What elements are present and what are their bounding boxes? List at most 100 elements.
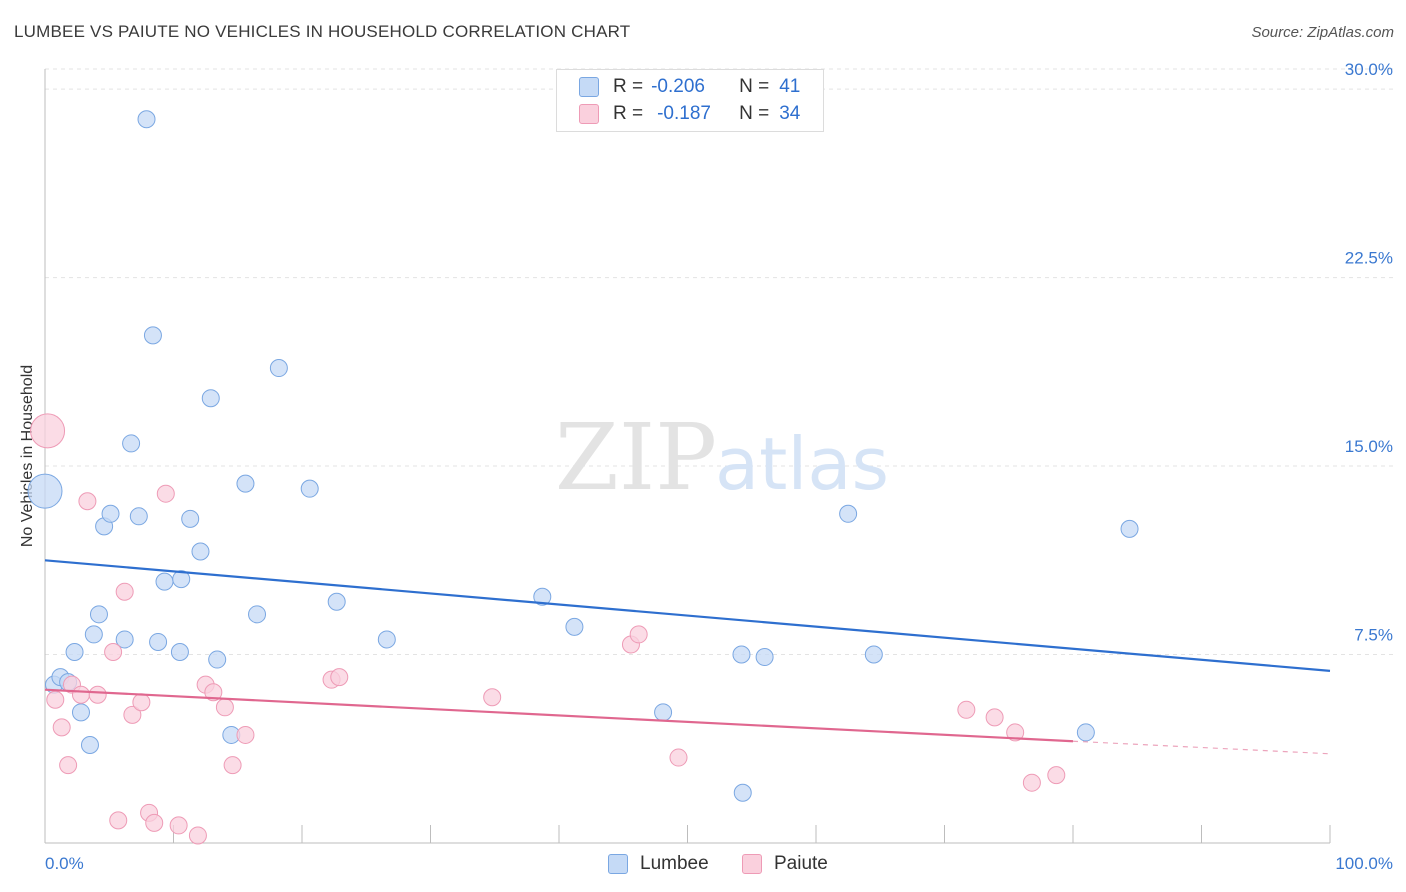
lumbee-point: [236, 474, 255, 493]
lumbee-point: [201, 389, 220, 408]
lumbee-point: [65, 643, 84, 662]
lumbee-point: [300, 479, 319, 498]
lumbee-point: [137, 110, 156, 129]
lumbee-point: [129, 507, 148, 526]
lumbee-point: [181, 509, 200, 528]
lumbee-point: [208, 650, 227, 669]
chart-title: LUMBEE VS PAIUTE NO VEHICLES IN HOUSEHOL…: [14, 22, 631, 41]
paiute-point: [46, 690, 65, 709]
paiute-point: [669, 748, 688, 767]
paiute-point: [215, 698, 234, 717]
lumbee-swatch: [579, 77, 599, 97]
paiute-point: [30, 413, 66, 449]
paiute-point: [330, 668, 349, 687]
trend-layer: [44, 559, 1331, 755]
paiute-point: [115, 582, 134, 601]
legend-row-lumbee: R = -0.206 N = 41: [579, 75, 800, 99]
paiute-point: [104, 643, 123, 662]
lumbee-point: [755, 648, 774, 667]
lumbee-legend-swatch: [608, 854, 628, 874]
source-label: Source: ZipAtlas.com: [1251, 24, 1394, 41]
paiute-point: [88, 685, 107, 704]
watermark-atlas: atlas: [715, 422, 889, 506]
paiute-point: [188, 826, 207, 845]
lumbee-n-value: 41: [779, 76, 801, 97]
y-tick-label: 15.0%: [1345, 437, 1393, 456]
bottom-legend-lumbee: Lumbee: [608, 852, 709, 876]
y-tick-label: 30.0%: [1345, 60, 1393, 79]
paiute-point: [1047, 766, 1066, 785]
axis-layer: [44, 69, 1331, 844]
lumbee-point: [327, 592, 346, 611]
n-label: N =: [739, 76, 770, 97]
lumbee-point: [565, 617, 584, 636]
lumbee-point: [84, 625, 103, 644]
stats-legend: R = -0.206 N = 41 R = -0.187 N = 34: [556, 69, 824, 132]
paiute-point: [957, 700, 976, 719]
lumbee-point: [115, 630, 134, 649]
lumbee-point: [80, 735, 99, 754]
lumbee-point: [27, 473, 63, 509]
lumbee-point: [89, 605, 108, 624]
paiute-point: [169, 816, 188, 835]
paiute-point: [71, 685, 90, 704]
watermark: ZIP atlas: [555, 404, 889, 511]
lumbee-trend-line: [44, 559, 1331, 672]
paiute-point: [629, 625, 648, 644]
legend-row-paiute: R = -0.187 N = 34: [579, 102, 800, 126]
lumbee-r-value: -0.206: [651, 76, 705, 97]
bottom-legend-paiute: Paiute: [742, 852, 828, 876]
lumbee-point: [155, 572, 174, 591]
paiute-point: [132, 693, 151, 712]
y-tick-label: 7.5%: [1354, 626, 1393, 645]
n-label: N =: [739, 103, 770, 124]
lumbee-point: [122, 434, 141, 453]
paiute-point: [109, 811, 128, 830]
lumbee-point: [143, 326, 162, 345]
paiute-point: [204, 683, 223, 702]
paiute-n-value: 34: [779, 103, 801, 124]
points-layer: [27, 110, 1139, 845]
paiute-point: [78, 492, 97, 511]
watermark-zip: ZIP: [555, 404, 717, 511]
lumbee-point: [839, 504, 858, 523]
lumbee-point: [1076, 723, 1095, 742]
lumbee-point: [248, 605, 267, 624]
paiute-r-value: -0.187: [657, 103, 711, 124]
paiute-legend-label: Paiute: [774, 853, 828, 874]
lumbee-point: [654, 703, 673, 722]
paiute-point: [1006, 723, 1025, 742]
paiute-point: [985, 708, 1004, 727]
lumbee-point: [149, 632, 168, 651]
lumbee-point: [733, 783, 752, 802]
x-tick-label-max: 100.0%: [1335, 854, 1393, 873]
r-label: R =: [613, 76, 644, 97]
paiute-point: [1022, 773, 1041, 792]
lumbee-point: [1120, 519, 1139, 538]
lumbee-point: [269, 359, 288, 378]
paiute-trend-extension: [1072, 740, 1331, 755]
lumbee-legend-label: Lumbee: [640, 853, 709, 874]
paiute-swatch: [579, 104, 599, 124]
lumbee-point: [71, 703, 90, 722]
r-label: R =: [613, 103, 644, 124]
lumbee-point: [864, 645, 883, 664]
paiute-point: [156, 484, 175, 503]
lumbee-point: [377, 630, 396, 649]
lumbee-point: [533, 587, 552, 606]
y-tick-label: 22.5%: [1345, 249, 1393, 268]
paiute-point: [236, 725, 255, 744]
lumbee-point: [172, 570, 191, 589]
paiute-trend-line: [44, 688, 1074, 743]
paiute-point: [223, 756, 242, 775]
paiute-point: [123, 705, 142, 724]
paiute-point: [483, 688, 502, 707]
lumbee-point: [101, 504, 120, 523]
paiute-point: [145, 813, 164, 832]
paiute-legend-swatch: [742, 854, 762, 874]
lumbee-point: [732, 645, 751, 664]
paiute-point: [59, 756, 78, 775]
grid-layer: [45, 68, 1395, 656]
x-tick-label-min: 0.0%: [45, 854, 84, 873]
